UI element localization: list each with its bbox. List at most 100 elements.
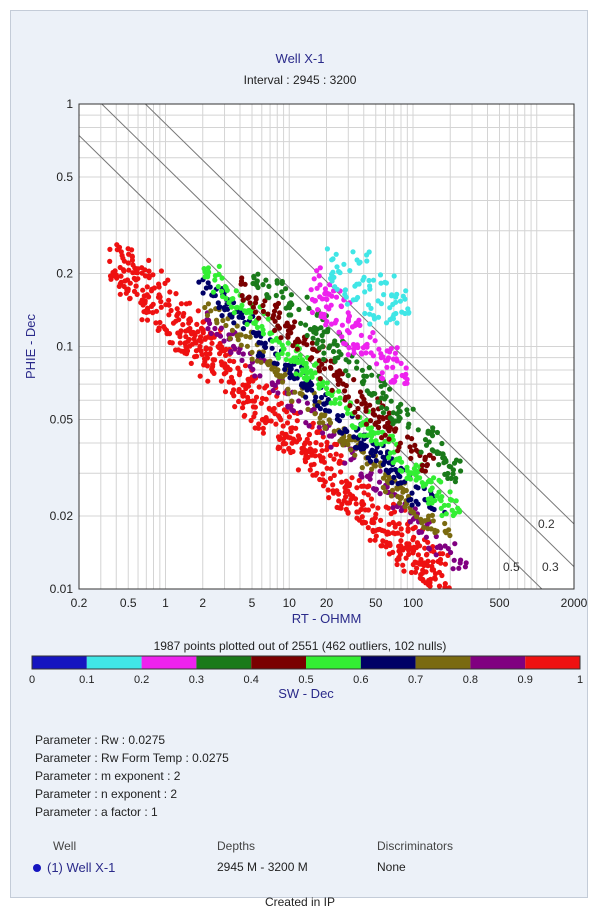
data-point — [332, 355, 338, 362]
data-point — [333, 251, 339, 257]
data-point — [354, 359, 360, 365]
data-point — [413, 447, 419, 453]
data-point — [196, 337, 202, 343]
data-point — [446, 585, 452, 589]
data-point — [359, 514, 365, 520]
colorbar-tick-label: 0.2 — [134, 674, 149, 686]
data-point — [170, 320, 177, 326]
data-point — [397, 551, 403, 557]
data-point — [429, 512, 435, 518]
data-point — [320, 338, 326, 344]
data-point — [368, 438, 374, 444]
data-point — [192, 354, 198, 360]
data-point — [234, 323, 240, 329]
data-point — [386, 410, 392, 416]
data-point — [362, 507, 368, 513]
data-point — [368, 350, 374, 356]
data-point — [354, 365, 360, 371]
data-point — [247, 300, 253, 306]
data-point — [265, 316, 271, 322]
data-point — [387, 305, 393, 311]
data-point — [322, 479, 328, 485]
data-point — [398, 538, 404, 544]
data-point — [443, 511, 449, 517]
data-point — [238, 332, 244, 338]
data-point — [236, 398, 242, 405]
data-point — [242, 281, 248, 287]
colorbar-label: SW - Dec — [278, 686, 334, 701]
data-point — [223, 352, 229, 358]
data-point — [403, 545, 409, 551]
data-point — [392, 531, 398, 537]
colorbar-segment — [141, 656, 197, 669]
data-point — [262, 385, 268, 391]
data-point — [298, 320, 304, 326]
data-point — [307, 440, 313, 446]
data-point — [299, 391, 305, 397]
data-point — [403, 555, 409, 561]
data-point — [339, 322, 345, 328]
data-point — [310, 420, 316, 426]
data-point — [406, 551, 412, 558]
data-point — [271, 360, 277, 366]
data-point — [313, 394, 319, 400]
data-point — [374, 361, 380, 367]
data-point — [251, 398, 258, 404]
data-point — [215, 300, 221, 306]
data-point — [221, 362, 227, 368]
colorbar-segment — [86, 656, 142, 669]
data-point — [337, 395, 343, 401]
data-point — [318, 455, 324, 461]
data-point — [206, 334, 212, 340]
data-point — [324, 439, 330, 445]
x-tick-label: 50 — [369, 596, 383, 610]
data-point — [373, 458, 379, 464]
data-point — [438, 560, 444, 566]
data-point — [307, 326, 313, 332]
data-point — [425, 526, 431, 532]
data-point — [339, 479, 345, 485]
colorbar-segment — [306, 656, 361, 669]
data-point — [311, 362, 318, 368]
data-point — [394, 345, 400, 351]
data-point — [331, 274, 337, 280]
data-point — [263, 277, 269, 283]
data-point — [294, 418, 300, 424]
data-point — [348, 447, 354, 453]
data-point — [364, 341, 370, 347]
data-point — [304, 436, 310, 442]
data-point — [302, 459, 309, 465]
data-point — [338, 303, 345, 310]
data-point — [129, 257, 135, 263]
data-point — [310, 335, 316, 341]
data-point — [386, 436, 392, 442]
data-point — [424, 463, 430, 469]
data-point — [449, 507, 455, 513]
data-point — [317, 376, 323, 382]
data-point — [404, 468, 410, 474]
data-point — [184, 348, 191, 354]
data-point — [235, 365, 241, 371]
data-point — [108, 276, 114, 282]
data-point — [183, 301, 189, 307]
data-point — [434, 528, 440, 534]
data-point — [121, 268, 127, 274]
data-point — [254, 324, 261, 331]
data-point — [281, 407, 287, 413]
data-point — [163, 302, 169, 308]
data-point — [390, 460, 396, 466]
x-tick-label: 2 — [199, 596, 206, 610]
x-axis-label: RT - OHMM — [292, 611, 362, 626]
data-point — [391, 427, 397, 433]
data-point — [315, 307, 321, 313]
data-point — [280, 423, 286, 429]
x-tick-label: 0.2 — [71, 596, 88, 610]
data-point — [314, 470, 320, 476]
scatter-plot: 0.010.020.050.10.20.510.2 0.5 1 2 5 10 20 50 100… — [23, 97, 588, 701]
data-point — [133, 283, 139, 289]
data-point — [445, 502, 451, 508]
data-point — [436, 569, 442, 576]
data-point — [223, 369, 229, 375]
data-point — [118, 249, 124, 255]
data-point — [392, 350, 398, 356]
